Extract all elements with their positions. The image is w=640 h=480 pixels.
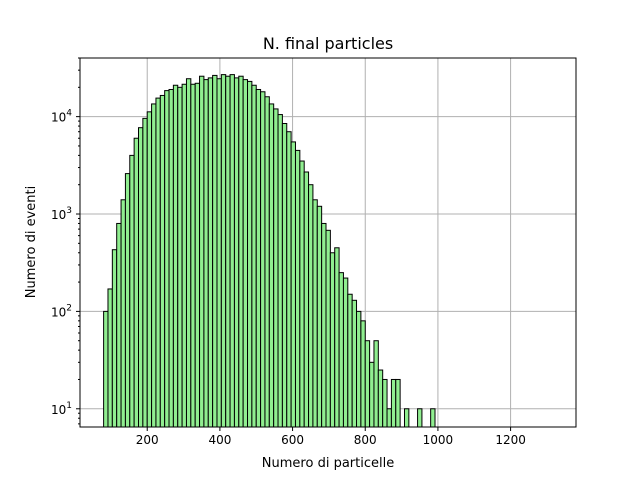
x-axis-ticks: 200 400 600 800 1000 1200: [136, 427, 526, 447]
x-tick-label: 1000: [423, 433, 454, 447]
x-tick-label: 1200: [495, 433, 526, 447]
histogram-bar: [286, 131, 292, 428]
histogram-bar: [190, 83, 196, 428]
histogram-bar: [382, 378, 388, 428]
histogram-bar: [294, 149, 301, 428]
histogram-bar: [373, 340, 379, 428]
histogram-bar: [220, 74, 227, 428]
histogram-bar: [111, 249, 118, 428]
histogram-bar: [238, 75, 244, 428]
histogram-bar: [299, 160, 305, 428]
histogram-bar: [107, 288, 113, 428]
histogram-bar: [216, 78, 222, 428]
histogram-bar: [138, 127, 144, 428]
histogram-bar: [177, 86, 183, 428]
histogram-bar: [207, 77, 214, 428]
histogram-bar: [430, 408, 436, 428]
y-axis-label: Numero di eventi: [24, 186, 39, 298]
histogram-bar: [347, 293, 353, 428]
chart-title: N. final particles: [263, 34, 393, 53]
histogram-bar: [172, 84, 179, 428]
histogram-bar: [321, 222, 327, 428]
x-axis-label: Numero di particelle: [262, 456, 394, 471]
histogram-bar: [356, 310, 362, 428]
histogram-bar: [120, 199, 126, 428]
histogram-bar: [229, 74, 235, 428]
histogram-bar: [369, 361, 375, 428]
histogram-bar: [277, 114, 283, 428]
histogram-bar: [151, 103, 157, 428]
x-tick-label: 200: [136, 433, 159, 447]
histogram-bar: [386, 408, 392, 428]
y-tick-label: 101: [51, 401, 72, 417]
histogram-bar: [308, 184, 314, 428]
histogram-bar: [342, 277, 349, 428]
histogram-bar: [212, 74, 218, 428]
histogram-bar: [303, 171, 310, 428]
y-tick-label: 102: [51, 303, 72, 319]
histogram-bars: [103, 74, 436, 428]
histogram-bar: [390, 378, 397, 428]
histogram-bar: [329, 252, 336, 428]
histogram-bar: [403, 408, 410, 428]
x-tick-label: 800: [354, 433, 377, 447]
histogram-bar: [334, 247, 340, 428]
histogram-bar: [312, 199, 318, 428]
histogram-bar: [185, 78, 192, 428]
histogram-bar: [325, 229, 331, 428]
histogram-bar: [155, 97, 161, 428]
histogram-bar: [181, 83, 187, 428]
histogram-bar: [417, 408, 423, 428]
histogram-bar: [142, 117, 148, 428]
histogram-bar: [225, 75, 231, 428]
histogram-bar: [129, 154, 135, 428]
histogram-bar: [203, 79, 209, 428]
histogram-bar: [103, 310, 109, 428]
plot-frame: [79, 57, 577, 428]
y-axis-ticks: 101 102 103 104: [51, 57, 80, 425]
histogram-bar: [194, 82, 201, 428]
histogram-bar: [281, 123, 288, 428]
histogram-bar: [251, 84, 257, 428]
y-tick-label: 104: [51, 109, 72, 125]
histogram-bar: [316, 205, 323, 428]
histogram-bar: [351, 299, 358, 428]
x-tick-label: 400: [208, 433, 231, 447]
histogram-bar: [199, 75, 205, 428]
x-tick-label: 600: [281, 433, 304, 447]
histogram-bar: [290, 141, 296, 428]
histogram-bar: [159, 94, 166, 428]
histogram-bar: [255, 88, 262, 428]
histogram-bar: [133, 137, 140, 428]
histogram-bar: [242, 79, 249, 428]
y-tick-label: 103: [51, 206, 72, 222]
histogram-bar: [116, 222, 122, 428]
histogram-bar: [395, 378, 401, 428]
histogram-bar: [360, 320, 366, 428]
histogram-bar: [264, 96, 270, 428]
histogram-bar: [364, 340, 371, 428]
histogram-bar: [164, 90, 170, 428]
histogram-bar: [338, 272, 344, 428]
histogram-bar: [168, 88, 174, 428]
histogram-bar: [146, 111, 153, 428]
histogram-bar: [273, 108, 279, 428]
histogram-bar: [260, 91, 266, 428]
histogram-bar: [247, 80, 253, 428]
histogram-bar: [124, 173, 131, 428]
histogram-bar: [377, 369, 384, 428]
histogram-bar: [233, 77, 240, 428]
histogram-bar: [268, 103, 275, 428]
